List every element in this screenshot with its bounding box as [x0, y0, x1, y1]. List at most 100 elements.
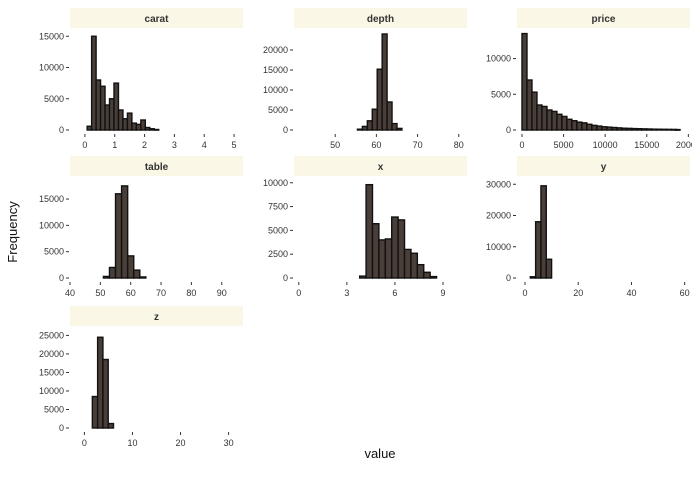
histogram-bar — [108, 266, 117, 279]
x-tick-label: 70 — [156, 288, 166, 298]
y-tick-label: 5000 — [44, 94, 64, 104]
y-tick-label: 5000 — [268, 105, 288, 115]
histogram-bar — [536, 104, 543, 131]
histogram-bar — [391, 122, 398, 131]
y-tick-label: 7500 — [268, 202, 288, 212]
y-tick-label: 10000 — [39, 386, 64, 396]
facet-panel-carat: carat 0 5000 10000 15000 0 1 2 3 4 5 — [39, 8, 243, 150]
histogram-bar — [521, 32, 528, 131]
y-tick-label: 5000 — [44, 404, 64, 414]
histogram-bar — [571, 120, 578, 131]
x-tick-label: 0 — [82, 140, 87, 150]
histogram-bar — [153, 128, 160, 131]
y-tick-label: 15000 — [39, 31, 64, 41]
y-tick-label: 0 — [59, 125, 64, 135]
facet-panel-x: x 0 2500 5000 7500 10000 0 3 6 9 — [263, 156, 467, 298]
histogram-bar — [120, 185, 129, 279]
histogram-bar — [366, 120, 373, 131]
y-tick-label: 0 — [506, 273, 511, 283]
facet-strip-label: price — [592, 14, 616, 25]
y-axis-title: Frequency — [5, 201, 20, 263]
histogram-bar — [381, 33, 388, 131]
histogram-bar — [596, 125, 603, 131]
y-tick-label: 20000 — [263, 45, 288, 55]
histogram-bar — [126, 255, 135, 279]
histogram-bar — [566, 118, 573, 131]
histogram-bar — [534, 221, 542, 279]
facet-strip-label: z — [154, 312, 159, 323]
x-tick-label: 3 — [172, 140, 177, 150]
x-tick-label: 20000 — [676, 140, 692, 150]
x-tick-label: 6 — [392, 288, 397, 298]
x-tick-label: 40 — [65, 288, 75, 298]
histogram-bar — [641, 128, 648, 131]
histogram-bar — [416, 263, 425, 279]
y-tick-label: 15000 — [39, 194, 64, 204]
x-tick-label: 70 — [413, 140, 423, 150]
histogram-bar — [140, 119, 147, 131]
facet-strip — [70, 306, 243, 326]
x-tick-label: 20 — [176, 438, 186, 448]
histogram-bar — [616, 127, 623, 131]
facet-strip-label: x — [378, 162, 384, 173]
histogram-bar — [656, 128, 663, 131]
x-tick-label: 5000 — [554, 140, 574, 150]
x-tick-label: 50 — [330, 140, 340, 150]
histogram-bars — [521, 32, 681, 131]
histogram-bar — [551, 110, 558, 131]
facet-panel-z: z 0 5000 10000 15000 20000 25000 0 10 20 30 — [39, 306, 243, 448]
histogram-bar — [646, 128, 653, 131]
histogram-bar — [651, 128, 658, 131]
facet-strip — [294, 8, 467, 28]
x-tick-label: 80 — [186, 288, 196, 298]
y-tick-label: 25000 — [39, 330, 64, 340]
facet-strip-label: y — [601, 162, 607, 173]
x-tick-label: 4 — [202, 140, 207, 150]
x-tick-label: 3 — [344, 288, 349, 298]
histogram-bar — [531, 91, 538, 131]
facet-strip — [294, 156, 467, 176]
x-tick-label: 5 — [232, 140, 237, 150]
x-tick-label: 0 — [519, 140, 524, 150]
y-tick-label: 10000 — [263, 178, 288, 188]
x-tick-label: 1 — [112, 140, 117, 150]
y-tick-label: 2500 — [268, 249, 288, 259]
facet-panel-table: table 0 5000 10000 15000 40 50 60 70 80 90 — [39, 156, 243, 298]
facet-strip-label: table — [145, 162, 169, 173]
histogram-bar — [626, 127, 633, 131]
facet-strip — [517, 8, 690, 28]
histogram-bar — [661, 128, 668, 131]
y-tick-label: 5000 — [268, 225, 288, 235]
y-tick-label: 5000 — [44, 247, 64, 257]
histogram-bar — [102, 358, 109, 429]
x-tick-label: 0 — [522, 288, 527, 298]
y-tick-label: 0 — [59, 273, 64, 283]
facet-panel-price: price 0 5000 10000 0 5000 10000 15000 20000 — [486, 8, 692, 150]
histogram-bars — [91, 336, 115, 429]
histogram-bar — [621, 127, 628, 131]
histogram-bar — [113, 82, 120, 131]
histogram-bar — [378, 239, 387, 279]
y-tick-label: 0 — [59, 423, 64, 433]
histogram-bars — [358, 183, 438, 279]
histogram-bar — [386, 101, 393, 131]
x-tick-label: 0 — [82, 438, 87, 448]
y-tick-label: 10000 — [263, 85, 288, 95]
histogram-bar — [576, 121, 583, 131]
x-tick-label: 10000 — [593, 140, 618, 150]
y-tick-label: 20000 — [39, 349, 64, 359]
x-tick-label: 90 — [217, 288, 227, 298]
histogram-bar — [102, 275, 111, 279]
x-tick-label: 80 — [454, 140, 464, 150]
histogram-bar — [403, 248, 412, 279]
histogram-bars — [102, 185, 147, 279]
histogram-bar — [541, 105, 548, 131]
histogram-bar — [96, 336, 104, 429]
y-tick-label: 15000 — [39, 367, 64, 377]
histogram-bar — [586, 123, 593, 131]
histogram-bar — [376, 68, 383, 131]
histogram-bar — [423, 271, 431, 279]
histogram-bar — [526, 79, 533, 131]
facet-strip-label: depth — [367, 14, 394, 25]
y-tick-label: 0 — [506, 125, 511, 135]
